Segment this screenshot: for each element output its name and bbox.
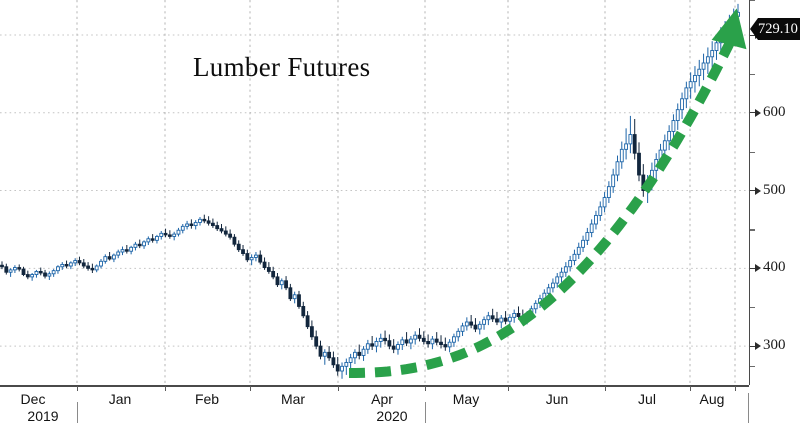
x-axis-tick-mark: [165, 386, 167, 391]
trend-arrow-annotation: [349, 8, 747, 378]
x-axis-tick-label: Jan: [108, 391, 132, 407]
last-price-badge: 729.10: [750, 18, 800, 40]
x-axis-tick-mark: [605, 386, 607, 391]
x-axis-tick-mark: [735, 386, 737, 391]
x-axis-tick-mark: [77, 386, 79, 391]
x-axis-tick-label: Mar: [280, 391, 306, 407]
y-tick-arrow-icon: [755, 108, 761, 117]
y-tick-arrow-icon: [755, 264, 761, 273]
y-tick-arrow-icon: [755, 342, 761, 351]
last-price-value: 729.10: [758, 18, 800, 40]
y-axis-minor-tick: [750, 73, 755, 76]
x-axis-tick-label: May: [452, 391, 480, 407]
x-axis-tick-mark: [250, 386, 252, 391]
y-axis-tick-label: 500: [763, 181, 786, 198]
x-axis-tick-label: Jul: [638, 391, 656, 407]
y-tick-arrow-icon: [755, 186, 761, 195]
x-axis-separator: [77, 402, 79, 423]
x-axis-year-label: 2019: [27, 408, 59, 423]
y-axis-minor-tick: [750, 229, 755, 231]
y-axis-tick-label: 600: [763, 103, 786, 120]
y-axis-tick-label: 400: [763, 259, 786, 276]
x-axis-tick-mark: [338, 386, 340, 391]
y-tick-mark: [750, 112, 757, 114]
x-axis-tick-label: Dec: [20, 391, 46, 407]
x-axis-tick-label: Feb: [194, 391, 220, 407]
x-axis-tick-mark: [508, 386, 510, 391]
page-title: Lumber Futures: [193, 52, 371, 82]
y-tick-mark: [750, 190, 757, 192]
x-axis-separator: [425, 402, 427, 423]
x-axis-tick-label: Jun: [545, 391, 569, 407]
y-axis-minor-tick: [750, 307, 755, 309]
y-axis-minor-tick: [750, 0, 755, 2]
plot-area: Lumber Futures: [0, 0, 749, 385]
x-axis-tick-mark: [425, 386, 427, 391]
x-axis-separator: [748, 393, 750, 423]
gridlines: [0, 0, 749, 385]
y-tick-mark: [750, 267, 757, 270]
y-tick-mark: [750, 345, 757, 347]
x-axis-line: [0, 385, 749, 387]
x-axis-year-label: 2020: [376, 408, 408, 423]
x-axis-tick-label: Aug: [699, 391, 725, 407]
x-axis-tick-label: Apr: [371, 391, 393, 407]
y-axis: 700600500400300: [749, 0, 800, 385]
y-axis-minor-tick: [750, 151, 755, 153]
x-axis-tick-mark: [690, 386, 692, 391]
y-axis-minor-tick: [750, 365, 755, 367]
y-axis-tick-label: 300: [763, 337, 786, 354]
badge-notch-icon: [750, 18, 758, 40]
